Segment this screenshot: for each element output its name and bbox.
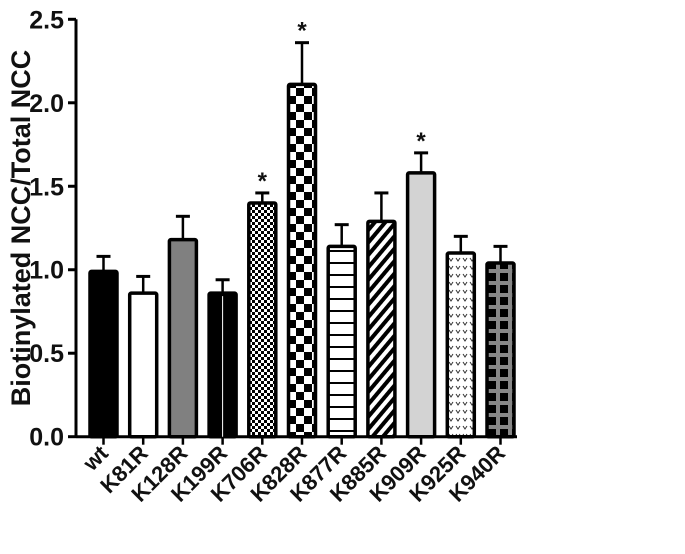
- bar-K128R: [167, 237, 199, 439]
- bar-K81R: [127, 291, 159, 439]
- y-tick-label: 1.5: [29, 173, 64, 201]
- bar-wt: [88, 269, 119, 439]
- y-tick-label: 2.5: [29, 6, 64, 34]
- y-tick-label: 0.0: [29, 424, 64, 452]
- bar-K877R: [326, 244, 357, 439]
- bar-K925R: [445, 251, 477, 439]
- bar-K885R: [366, 219, 397, 439]
- y-tick-label: 1.0: [29, 257, 64, 285]
- significance-marker: *: [297, 18, 307, 45]
- significance-marker: *: [258, 168, 268, 195]
- y-tick-label: 2.0: [29, 90, 64, 118]
- y-axis-label: Biotinylated NCC/Total NCC: [6, 50, 36, 407]
- bar-K909R: [405, 171, 437, 439]
- bar-K706R: [247, 201, 278, 439]
- bar-K828R: [286, 82, 318, 439]
- significance-marker: *: [416, 128, 426, 155]
- bar-K940R: [485, 261, 516, 439]
- y-tick-label: 0.5: [29, 340, 64, 368]
